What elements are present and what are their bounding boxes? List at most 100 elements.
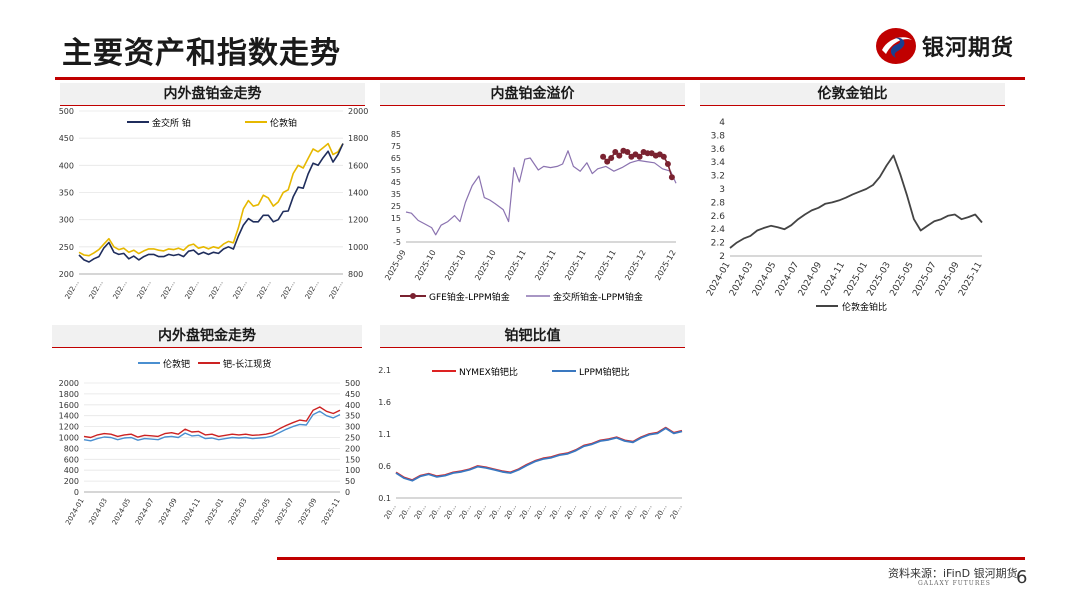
chart-legend: 伦敦钯 钯-长江现货 <box>138 358 271 370</box>
y-tick-label: 2.6 <box>711 212 726 222</box>
y-tick-label: 3.2 <box>711 172 725 182</box>
y2-tick-label: 1800 <box>348 134 368 143</box>
series-line <box>83 410 341 442</box>
panel-title-palladium-trend: 内外盘钯金走势 <box>52 325 362 348</box>
series-line <box>78 143 344 263</box>
data-point <box>604 158 611 165</box>
series-line <box>78 142 344 257</box>
x-tick-label: 20… <box>563 503 578 521</box>
x-tick-label: 2024-01 <box>64 497 86 526</box>
series-line <box>395 427 683 482</box>
y-tick-label: 300 <box>59 216 74 225</box>
series-line <box>729 154 983 249</box>
data-point <box>668 174 675 181</box>
x-tick-label: 20… <box>398 503 413 521</box>
data-point <box>616 152 623 159</box>
page-title: 主要资产和指数走势 <box>62 36 341 71</box>
y-tick-label: 250 <box>59 243 74 252</box>
x-tick-label: 2025-09 <box>383 249 408 282</box>
x-tick-label: 2025-12 <box>653 249 678 282</box>
chart-pt-pd-ratio: NYMEX铂钯比 LPPM铂钯比 0.10.61.11.62.120… 20… 20… <box>378 366 684 521</box>
y-tick-label: 2.8 <box>711 198 726 208</box>
x-tick-label: 2025-09 <box>297 497 319 526</box>
x-tick-label: 2024-07 <box>134 497 156 526</box>
x-tick-label: 2025-01 <box>204 497 226 526</box>
x-tick-label: 2025-10 <box>473 249 498 282</box>
x-tick-label: 20… <box>669 503 684 521</box>
panel-title-pt-pd-ratio: 铂钯比值 <box>380 325 685 348</box>
y2-tick-label: 350 <box>345 412 360 421</box>
x-tick-label: 202… <box>112 279 129 301</box>
y2-tick-label: 1200 <box>348 216 368 225</box>
x-tick-label: 202… <box>232 279 249 301</box>
y-tick-label: 1400 <box>59 412 79 421</box>
y-tick-label: 2.2 <box>711 239 725 249</box>
y-tick-label: 400 <box>59 161 74 170</box>
x-tick-label: 2025-11 <box>593 249 618 282</box>
y-tick-label: 4 <box>719 118 725 128</box>
x-tick-label: 20… <box>639 503 654 521</box>
data-point <box>624 149 631 155</box>
y-tick-label: 3.8 <box>711 131 726 141</box>
legend-label: 伦敦钯 <box>163 358 190 370</box>
x-tick-label: 202… <box>88 279 105 301</box>
y-tick-label: 1600 <box>59 401 79 410</box>
legend-label: 伦敦金铂比 <box>842 301 887 313</box>
y-tick-label: 1.1 <box>378 430 391 439</box>
x-tick-label: 20… <box>488 503 503 521</box>
x-tick-label: 202… <box>184 279 201 301</box>
x-tick-label: 20… <box>518 503 533 521</box>
data-point <box>612 149 619 155</box>
y-tick-label: 65 <box>391 154 401 163</box>
y-tick-label: 600 <box>64 455 79 464</box>
brand-name: 银河期货 <box>922 36 1015 61</box>
y2-tick-label: 50 <box>345 477 355 486</box>
legend-label: 金交所铂金-LPPM铂金 <box>553 291 643 303</box>
x-tick-label: 20… <box>548 503 563 521</box>
y-tick-label: 1000 <box>59 434 79 443</box>
panel-title-platinum-trend: 内外盘铂金走势 <box>60 83 365 106</box>
y2-tick-label: 500 <box>345 379 360 388</box>
chart-legend: GFE铂金-LPPM铂金 金交所铂金-LPPM铂金 <box>400 291 643 303</box>
y2-tick-label: 450 <box>345 390 360 399</box>
x-tick-label: 2024-03 <box>87 497 109 526</box>
x-tick-label: 20… <box>443 503 458 521</box>
x-tick-label: 2024-05 <box>111 497 133 526</box>
x-tick-label: 20… <box>654 503 669 521</box>
y-tick-label: 2000 <box>59 379 79 388</box>
x-tick-label: 202… <box>160 279 177 301</box>
y-tick-label: 2 <box>719 252 725 262</box>
x-tick-label: 202… <box>328 279 345 301</box>
x-tick-label: 2025-07 <box>274 497 296 526</box>
chart-gold-platinum-ratio: 22.22.42.62.833.23.43.63.842024-012024-0… <box>705 118 984 313</box>
x-tick-label: 202… <box>280 279 297 301</box>
legend-label: LPPM铂钯比 <box>579 366 630 378</box>
x-tick-label: 2025-11 <box>533 249 558 282</box>
x-tick-label: 2025-10 <box>413 249 438 282</box>
series-line <box>405 150 677 236</box>
y2-tick-label: 300 <box>345 423 360 432</box>
x-tick-label: 20… <box>413 503 428 521</box>
x-tick-label: 2025-05 <box>250 497 272 526</box>
y-tick-label: 35 <box>391 190 401 199</box>
data-point <box>664 161 671 167</box>
chart-palladium-trend: 伦敦钯 钯-长江现货 02004006008001000120014001600… <box>59 358 361 526</box>
x-tick-label: 20… <box>473 503 488 521</box>
y2-tick-label: 800 <box>348 270 363 279</box>
panel-title-platinum-premium: 内盘铂金溢价 <box>380 83 685 106</box>
y-tick-label: 5 <box>396 226 401 235</box>
y-tick-label: 2.4 <box>711 225 726 235</box>
y2-tick-label: 0 <box>345 488 350 497</box>
y2-tick-label: 400 <box>345 401 360 410</box>
y-tick-label: 0.1 <box>378 494 391 503</box>
y-tick-label: 400 <box>64 466 79 475</box>
x-tick-label: 20… <box>594 503 609 521</box>
y-tick-label: 3.4 <box>711 158 726 168</box>
chart-legend: NYMEX铂钯比 LPPM铂钯比 <box>432 366 630 378</box>
x-tick-label: 2025-11 <box>320 497 342 526</box>
x-tick-label: 20… <box>624 503 639 521</box>
y-tick-label: 500 <box>59 107 74 116</box>
y2-tick-label: 1600 <box>348 161 368 170</box>
